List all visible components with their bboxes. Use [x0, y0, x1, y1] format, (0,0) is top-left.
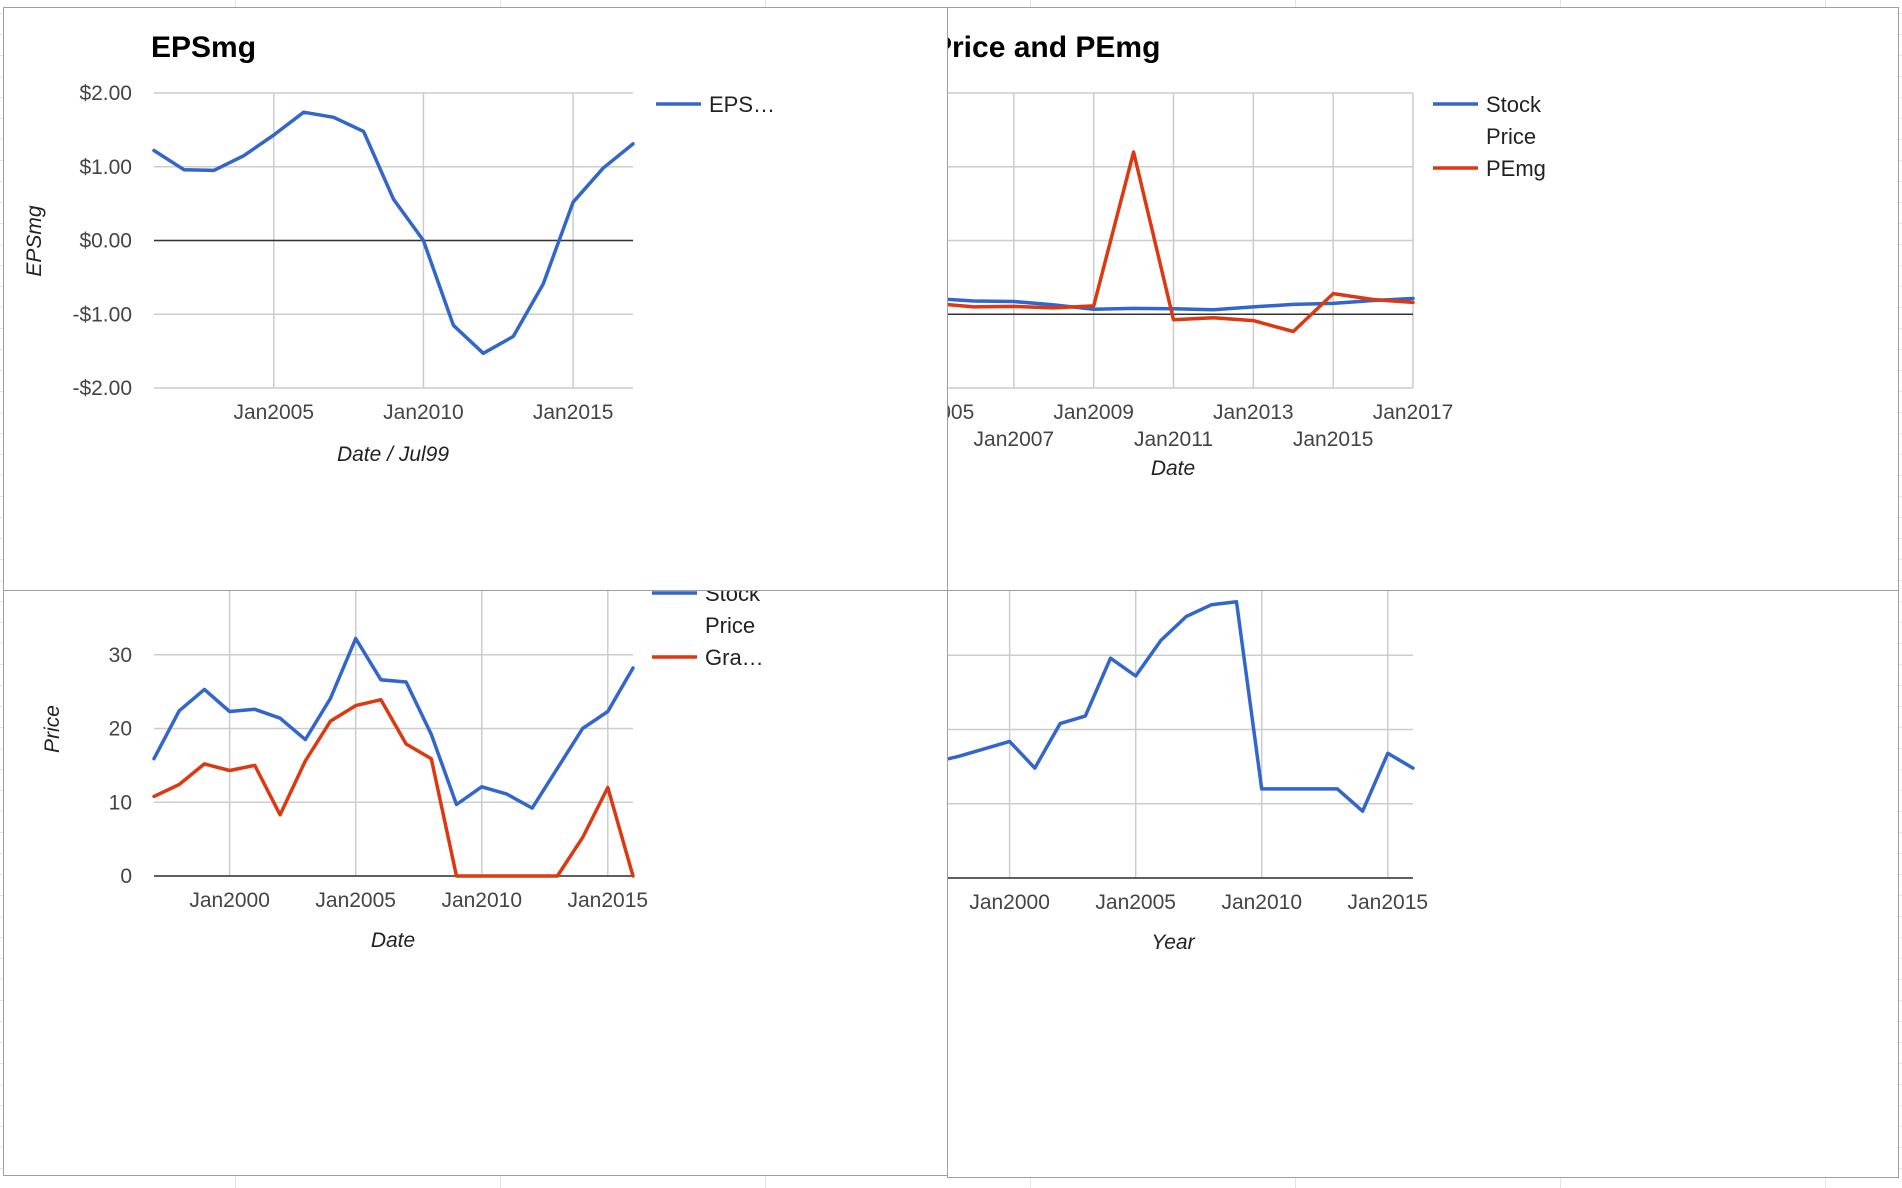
legend-label: Stock Price [1486, 92, 1542, 149]
y-tick-label: 40 [109, 591, 132, 593]
y-axis-label: Price [41, 705, 64, 753]
x-axis-label: Date [371, 929, 415, 952]
y-tick-label: -$2.00 [72, 377, 132, 400]
price-pemg-chart[interactable]: 4503001500-150Jan2005Jan2007Jan2009Jan20… [947, 7, 1899, 592]
x-axis-label: Date / Jul99 [337, 443, 449, 466]
x-tick-label: Jan2005 [233, 401, 314, 424]
series-line-0 [152, 636, 635, 810]
x-tick-label: Jan2010 [1221, 891, 1302, 914]
chart-title: EPSmg [151, 31, 256, 64]
x-tick-label: Jan2005 [948, 401, 974, 424]
y-axis-label: EPSmg [23, 205, 46, 277]
graham-number-chart[interactable]: 40 30 20 10 0 Jan2000 Jan2005 Jan2010 Jan2015 Gra… [3, 590, 949, 1176]
y-tick-label: 10 [109, 791, 132, 814]
y-tick-label: $2.00 [79, 82, 132, 105]
chart-title: Price and PEmg [948, 31, 1160, 64]
series-line-1 [152, 697, 635, 878]
x-tick-label: Jan2007 [974, 428, 1055, 451]
series-line-0 [152, 110, 635, 356]
x-tick-label: Jan2000 [189, 889, 270, 912]
x-tick-label: Jan2015 [533, 401, 614, 424]
chart-0-group: $2.00 $1.00 $0.00 -$1.00 -$2.00 Jan2005 Jan201… [23, 31, 775, 466]
x-tick-label: Jan2009 [1053, 401, 1134, 424]
legend-label: EPS… [709, 92, 775, 117]
x-tick-label: Jan2010 [383, 401, 464, 424]
x-tick-label: Jan2015 [1348, 891, 1429, 914]
chart-2-group: 40 30 20 10 0 Jan2000 Jan2005 Jan2010 Jan2015 Gra… [41, 591, 764, 952]
legend-label: Stock Price [705, 591, 761, 638]
x-axis-label: Date [1151, 457, 1195, 480]
x-tick-label: Jan2005 [1095, 891, 1176, 914]
legend-label: Gra… [705, 645, 764, 670]
y-tick-label: $0.00 [79, 230, 132, 253]
y-tick-label: $1.00 [79, 156, 132, 179]
y-tick-label: -$1.00 [72, 303, 132, 326]
dividend-history-chart-svg: $1.00$0.75$0.50$0.25$0.00Jan2000Jan2005J… [948, 591, 1428, 954]
x-tick-label: Jan2000 [969, 891, 1050, 914]
epsmg-chart[interactable]: $2.00 $1.00 $0.00 -$1.00 -$2.00 Jan2005 Jan201… [3, 7, 949, 592]
price-pemg-chart-svg: 4503001500-150Jan2005Jan2007Jan2009Jan20… [948, 31, 1546, 480]
y-tick-label: 30 [109, 644, 132, 667]
chart-1-group: 4503001500-150Jan2005Jan2007Jan2009Jan20… [948, 31, 1546, 480]
x-tick-label: Jan2017 [1373, 401, 1454, 424]
x-axis-label: Year [1151, 931, 1195, 954]
series-line-0 [948, 296, 1415, 312]
series-line-1 [948, 150, 1415, 334]
series-line-0 [948, 600, 1415, 813]
epsmg-chart-svg: $2.00 $1.00 $0.00 -$1.00 -$2.00 Jan2005 Jan201… [23, 31, 775, 466]
graham-number-chart-svg: 40 30 20 10 0 Jan2000 Jan2005 Jan2010 Jan2015 Gra… [41, 591, 764, 952]
x-tick-label: Jan2013 [1213, 401, 1294, 424]
chart-3-group: $1.00$0.75$0.50$0.25$0.00Jan2000Jan2005J… [948, 591, 1428, 954]
x-tick-label: Jan2010 [441, 889, 522, 912]
x-tick-label: Jan2015 [1293, 428, 1374, 451]
y-tick-label: 20 [109, 718, 132, 741]
x-tick-label: Jan2015 [568, 889, 649, 912]
y-tick-label: 0 [120, 865, 132, 888]
x-tick-label: Jan2005 [315, 889, 396, 912]
x-tick-label: Jan2011 [1134, 428, 1213, 451]
legend-label: PEmg [1486, 156, 1546, 181]
dividend-history-chart[interactable]: $1.00$0.75$0.50$0.25$0.00Jan2000Jan2005J… [947, 590, 1899, 1178]
